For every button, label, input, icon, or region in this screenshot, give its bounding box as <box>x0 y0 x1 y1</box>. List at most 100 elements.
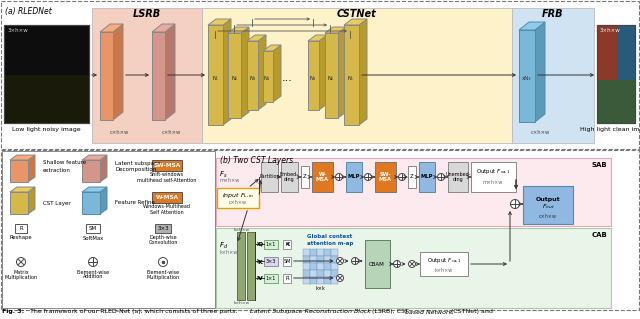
Text: Self Attention: Self Attention <box>150 210 184 214</box>
Bar <box>523 186 573 224</box>
Text: W-MSA: W-MSA <box>156 195 179 200</box>
Bar <box>324 256 331 263</box>
Bar <box>346 162 362 192</box>
Bar <box>152 192 182 203</box>
Circle shape <box>337 257 344 264</box>
Bar <box>4 75 89 123</box>
Text: N₁: N₁ <box>212 76 218 80</box>
Polygon shape <box>519 22 545 30</box>
Text: Q: Q <box>257 241 262 247</box>
Bar <box>216 228 611 308</box>
Bar <box>324 263 331 270</box>
Text: k×h×w: k×h×w <box>435 268 453 272</box>
Polygon shape <box>338 27 346 118</box>
Text: Windows-Multihead: Windows-Multihead <box>143 204 191 210</box>
Text: Output $F_{ca,1}$: Output $F_{ca,1}$ <box>427 257 461 265</box>
Polygon shape <box>263 45 281 51</box>
Text: k×h×w: k×h×w <box>219 250 237 256</box>
Bar <box>15 224 27 233</box>
Bar <box>217 188 259 208</box>
Bar <box>264 257 278 266</box>
Bar <box>283 240 291 249</box>
Bar <box>310 270 317 277</box>
Circle shape <box>394 261 401 268</box>
Bar <box>303 263 310 270</box>
Bar <box>202 8 512 143</box>
Polygon shape <box>10 187 35 192</box>
Bar <box>317 249 324 256</box>
Text: (LSRB), CST: (LSRB), CST <box>370 309 411 315</box>
Bar <box>216 158 611 226</box>
Text: (a) RLEDNet: (a) RLEDNet <box>5 7 52 16</box>
Circle shape <box>337 275 344 281</box>
Bar <box>617 25 635 80</box>
Bar <box>420 252 468 276</box>
Text: c×h×w: c×h×w <box>109 130 129 136</box>
Bar <box>100 32 113 120</box>
Bar <box>1 150 639 310</box>
Text: Matrix: Matrix <box>13 270 29 275</box>
Bar <box>310 263 317 270</box>
Text: Embed-
ding: Embed- ding <box>280 172 299 182</box>
Bar <box>331 277 338 284</box>
Polygon shape <box>223 19 231 125</box>
Text: N₂: N₂ <box>327 76 333 80</box>
Bar <box>1 1 639 149</box>
Bar <box>317 263 324 270</box>
Bar <box>512 8 594 143</box>
Bar <box>303 249 310 256</box>
Text: $F_s$: $F_s$ <box>219 170 227 180</box>
Bar <box>324 270 331 277</box>
Bar <box>10 160 28 182</box>
Bar <box>247 41 258 110</box>
Text: Partition: Partition <box>259 174 280 180</box>
Bar <box>4 25 89 75</box>
Text: MLP: MLP <box>420 174 433 180</box>
Bar <box>247 232 255 300</box>
Circle shape <box>511 199 520 209</box>
Text: Reshape: Reshape <box>10 235 32 241</box>
Bar <box>331 263 338 270</box>
Bar <box>597 25 617 80</box>
Bar <box>301 166 309 188</box>
Text: Addition: Addition <box>83 275 103 279</box>
Polygon shape <box>82 187 107 192</box>
Text: Fig. 3:: Fig. 3: <box>2 309 26 315</box>
Text: SAB: SAB <box>591 162 607 168</box>
Text: R: R <box>285 276 289 281</box>
Bar <box>365 240 390 288</box>
Circle shape <box>438 174 445 181</box>
Polygon shape <box>100 24 123 32</box>
Bar <box>263 51 273 102</box>
Text: $F_{out}$: $F_{out}$ <box>541 203 554 211</box>
Text: SW-MSA: SW-MSA <box>154 163 180 168</box>
Bar <box>344 25 359 125</box>
Bar <box>331 256 338 263</box>
Bar <box>471 162 516 192</box>
Text: Shift-windows: Shift-windows <box>150 173 184 177</box>
Bar <box>4 25 89 123</box>
Bar <box>312 162 333 192</box>
Text: 1×1: 1×1 <box>266 276 276 281</box>
Text: V: V <box>257 277 262 281</box>
Text: R: R <box>19 226 23 231</box>
Polygon shape <box>228 27 249 33</box>
Text: k×k: k×k <box>316 286 325 291</box>
Text: xN₃: xN₃ <box>522 76 532 80</box>
Polygon shape <box>319 35 327 110</box>
Text: c×h×w: c×h×w <box>229 201 247 205</box>
Text: (CSTNet) and: (CSTNet) and <box>449 309 493 315</box>
Polygon shape <box>308 35 327 41</box>
Bar <box>208 25 223 125</box>
Bar <box>283 257 291 266</box>
Text: N₃: N₃ <box>249 76 255 80</box>
Text: ...: ... <box>282 73 292 83</box>
Polygon shape <box>82 155 107 160</box>
Bar <box>597 25 635 123</box>
Text: 3×3: 3×3 <box>157 226 169 231</box>
Polygon shape <box>241 27 249 118</box>
Bar <box>152 160 182 171</box>
Circle shape <box>88 257 97 266</box>
Bar <box>324 249 331 256</box>
Bar <box>264 240 278 249</box>
